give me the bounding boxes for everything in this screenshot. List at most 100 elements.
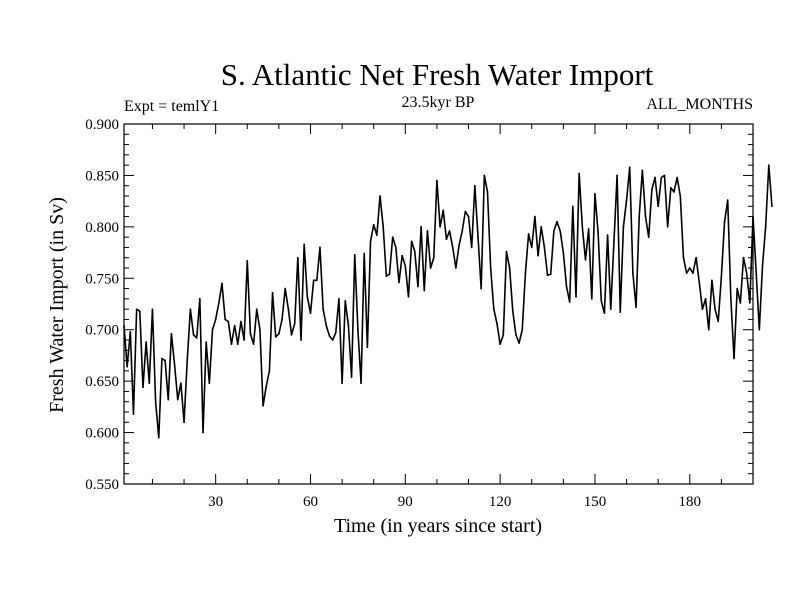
data-point [676,176,678,179]
data-point [281,318,283,321]
data-point [252,343,255,345]
data-point [151,308,154,310]
data-point [246,260,249,262]
y-axis-label: Fresh Water Import (in Sv) [46,197,68,413]
data-point [455,267,457,269]
y-tick-label: 0.750 [85,271,119,287]
data-point [316,279,318,282]
data-point [739,302,742,304]
data-point [259,328,261,331]
data-point [597,232,599,234]
data-point [300,339,302,341]
data-point [572,205,574,208]
data-point [647,236,650,238]
data-point [161,357,163,360]
data-point [540,226,543,228]
data-point [581,226,584,228]
y-tick-label: 0.900 [85,117,119,133]
data-point [685,272,688,274]
data-point [331,339,334,341]
chart-title: S. Atlantic Net Fresh Water Import [221,57,654,92]
data-point [135,308,138,310]
data-point [432,256,435,259]
data-point [126,365,128,368]
data-point [170,333,173,335]
data-point [537,254,539,257]
data-point [227,320,230,323]
plot-frame [123,123,754,485]
data-point [142,386,144,389]
data-point [723,220,726,223]
data-point [167,398,170,401]
data-point [176,398,179,401]
data-point [670,186,672,189]
data-point [704,298,707,300]
data-point [493,308,495,310]
data-point [515,334,517,336]
data-point [625,199,628,201]
x-tick-label: 180 [679,494,702,510]
data-point [483,174,486,177]
data-point [205,341,207,343]
data-point [594,193,596,195]
data-point [202,431,204,434]
data-point [322,308,324,310]
data-point [180,382,182,385]
data-point [771,205,773,208]
data-point [502,334,505,336]
data-point [578,172,580,175]
data-point [420,226,422,228]
data-point [679,195,682,197]
data-point [391,236,394,238]
data-point [407,296,410,298]
data-point [470,246,473,249]
y-tick-label: 0.800 [85,220,119,236]
data-point [360,382,362,385]
data-point [480,287,482,290]
data-point [619,311,622,314]
data-point [376,234,378,236]
data-point [249,333,252,335]
data-point [262,405,264,407]
x-tick-label: 30 [208,494,223,510]
data-point [287,308,290,310]
data-point [164,359,166,362]
data-point [644,215,647,218]
data-point [518,342,520,344]
data-point [711,279,713,282]
data-point [575,296,577,298]
series-line [123,164,773,439]
data-point [524,272,527,274]
chart-subtitle: 23.5kyr BP [402,94,475,111]
data-point [199,298,201,300]
data-point [616,174,618,177]
data-point [635,306,637,308]
data-point [445,238,448,240]
y-tick-label: 0.700 [85,323,119,339]
data-point [132,413,135,415]
data-point [749,302,751,304]
data-point [357,328,359,331]
data-point [603,312,606,315]
data-point [458,244,460,247]
data-point [663,174,666,177]
data-point [505,250,508,253]
data-point [565,285,568,288]
data-point [240,320,242,323]
data-point [385,275,388,278]
data-point [698,281,701,284]
data-point [508,267,511,269]
data-point [530,246,533,249]
data-point [568,301,571,303]
data-point [344,300,347,302]
data-point [553,230,555,232]
data-point [657,205,659,208]
data-point [692,272,694,274]
data-point [714,308,716,310]
data-point [638,215,641,218]
data-point [271,291,274,294]
data-point [369,240,372,243]
data-point [236,343,239,345]
data-point [221,282,223,285]
